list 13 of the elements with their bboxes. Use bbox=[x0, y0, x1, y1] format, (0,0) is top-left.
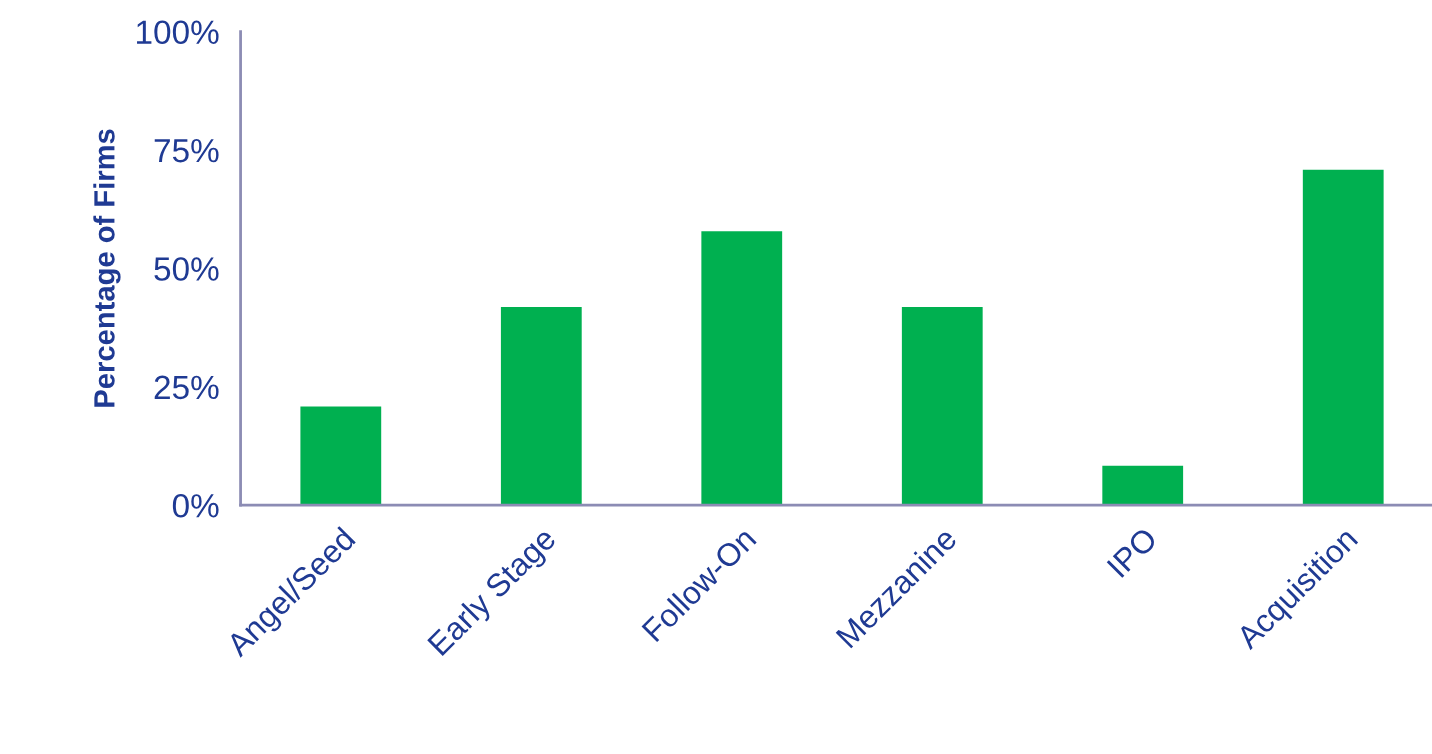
bar bbox=[900, 305, 985, 506]
bar bbox=[699, 229, 784, 506]
y-tick-label: 25% bbox=[154, 375, 219, 400]
bar bbox=[499, 305, 584, 506]
y-tick-label: 75% bbox=[154, 138, 219, 163]
y-axis-title: Percentage of Firms bbox=[93, 129, 121, 407]
bar bbox=[1301, 168, 1386, 506]
y-tick-label: 50% bbox=[154, 257, 219, 281]
y-tick-label: 100% bbox=[137, 20, 219, 45]
x-tick-label: IPO bbox=[1106, 526, 1159, 579]
bar bbox=[299, 405, 383, 506]
bar bbox=[1100, 464, 1185, 506]
y-tick-label: 0% bbox=[172, 493, 219, 518]
